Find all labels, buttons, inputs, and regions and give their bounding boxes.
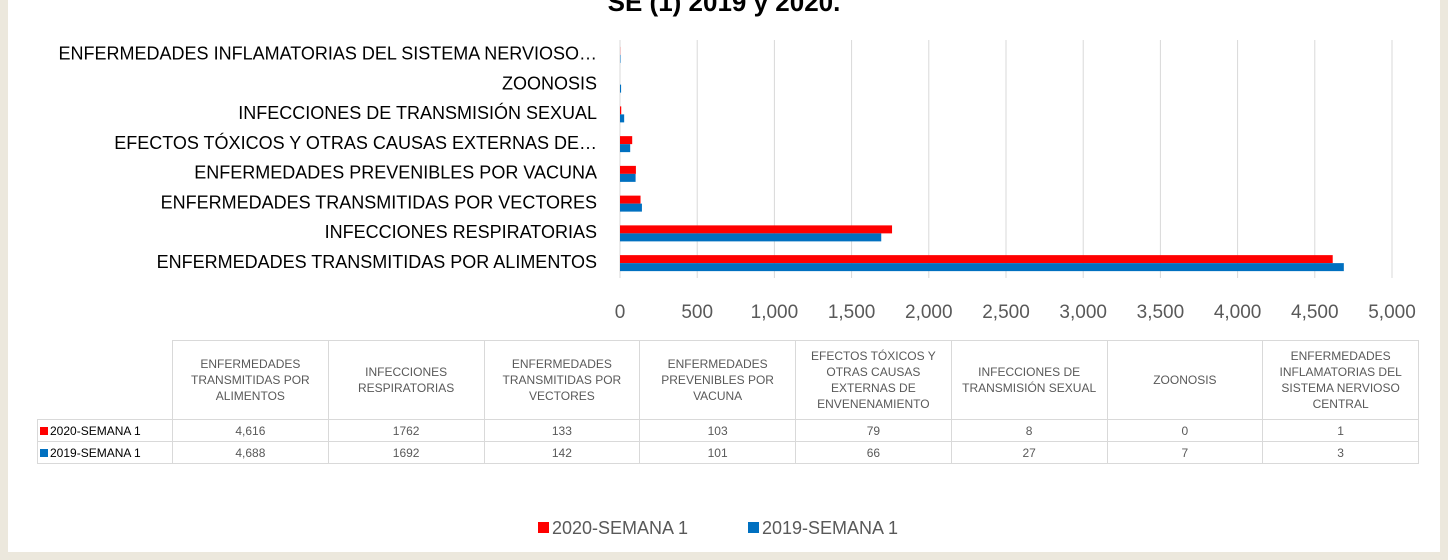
data-cell: 66 [795, 441, 952, 464]
bar [620, 225, 893, 234]
header-cell: INFECCIONES RESPIRATORIAS [327, 340, 485, 420]
bar [620, 195, 641, 204]
y-tick-label: ENFERMEDADES INFLAMATORIAS DEL SISTEMA N… [59, 44, 597, 64]
data-cell: 0 [1106, 419, 1264, 442]
data-cell: 79 [795, 419, 952, 442]
data-table: ENFERMEDADES TRANSMITIDAS POR ALIMENTOS I… [37, 340, 1419, 464]
y-tick-label: INFECCIONES DE TRANSMISIÓN SEXUAL [238, 102, 597, 123]
bar [620, 173, 636, 182]
x-tick-label: 500 [681, 302, 713, 323]
header-cell: ZOONOSIS [1106, 340, 1264, 420]
x-tick-label: 1,000 [751, 302, 799, 323]
data-cell: 7 [1106, 441, 1264, 464]
header-cell: ENFERMEDADES TRANSMITIDAS POR ALIMENTOS [172, 340, 329, 420]
row-label: 2019-SEMANA 1 [37, 441, 173, 464]
legend-swatch [40, 448, 48, 457]
header-cell: EFECTOS TÓXICOS Y OTRAS CAUSAS EXTERNAS … [795, 340, 952, 420]
y-tick-label: INFECCIONES RESPIRATORIAS [325, 222, 597, 242]
legend-swatch [748, 522, 759, 533]
header-cell: ENFERMEDADES INFLAMATORIAS DEL SISTEMA N… [1262, 340, 1419, 420]
data-cell: 27 [950, 441, 1108, 464]
x-tick-label: 1,500 [828, 302, 876, 323]
row-name: 2019-SEMANA 1 [50, 445, 141, 460]
legend-swatch [40, 426, 48, 435]
bar [620, 114, 625, 123]
data-cell: 103 [639, 419, 796, 442]
y-tick-label: ENFERMEDADES PREVENIBLES POR VACUNA [194, 163, 597, 183]
data-cell: 3 [1262, 441, 1419, 464]
x-tick-label: 4,500 [1291, 302, 1339, 323]
bar [620, 165, 636, 174]
data-cell: 1 [1262, 419, 1419, 442]
bar [620, 84, 622, 93]
data-cell: 4,616 [172, 419, 329, 442]
x-tick-label: 0 [615, 302, 626, 323]
header-cell: INFECCIONES DE TRANSMISIÓN SEXUAL [950, 340, 1108, 420]
row-label: 2020-SEMANA 1 [37, 419, 173, 442]
x-tick-label: 4,000 [1214, 302, 1262, 323]
data-row: 2019-SEMANA 1 4,688 1692 142 101 66 27 7 3 [37, 441, 1419, 464]
chart-title: SE (1) 2019 y 2020. [608, 0, 841, 17]
legend-label: 2019-SEMANA 1 [762, 518, 898, 538]
bar [620, 136, 633, 145]
row-name: 2020-SEMANA 1 [50, 423, 141, 438]
x-tick-label: 2,000 [905, 302, 953, 323]
header-row: ENFERMEDADES TRANSMITIDAS POR ALIMENTOS I… [37, 340, 1419, 420]
bar [620, 144, 631, 153]
bar [620, 233, 882, 242]
x-tick-label: 3,500 [1137, 302, 1185, 323]
bar [620, 203, 642, 212]
x-tick-label: 2,500 [982, 302, 1030, 323]
data-row: 2020-SEMANA 1 4,616 1762 133 103 79 8 0 1 [37, 419, 1419, 442]
data-cell: 1692 [327, 441, 485, 464]
data-cell: 4,688 [172, 441, 329, 464]
header-cell: ENFERMEDADES PREVENIBLES POR VACUNA [639, 340, 796, 420]
data-cell: 142 [483, 441, 641, 464]
bar [620, 263, 1344, 272]
y-tick-label: ENFERMEDADES TRANSMITIDAS POR VECTORES [161, 192, 597, 212]
x-tick-label: 3,000 [1059, 302, 1107, 323]
y-tick-label: ENFERMEDADES TRANSMITIDAS POR ALIMENTOS [157, 252, 597, 272]
bar [620, 255, 1333, 264]
data-cell: 8 [950, 419, 1108, 442]
blank-cell [37, 340, 173, 420]
x-tick-label: 5,000 [1368, 302, 1416, 323]
data-cell: 101 [639, 441, 796, 464]
legend-label: 2020-SEMANA 1 [552, 518, 688, 538]
bar [620, 106, 622, 115]
legend-swatch [538, 522, 549, 533]
data-cell: 133 [483, 419, 641, 442]
header-cell: ENFERMEDADES TRANSMITIDAS POR VECTORES [483, 340, 641, 420]
y-tick-label: EFECTOS TÓXICOS Y OTRAS CAUSAS EXTERNAS … [114, 132, 597, 153]
data-cell: 1762 [327, 419, 485, 442]
y-tick-label: ZOONOSIS [502, 73, 597, 93]
